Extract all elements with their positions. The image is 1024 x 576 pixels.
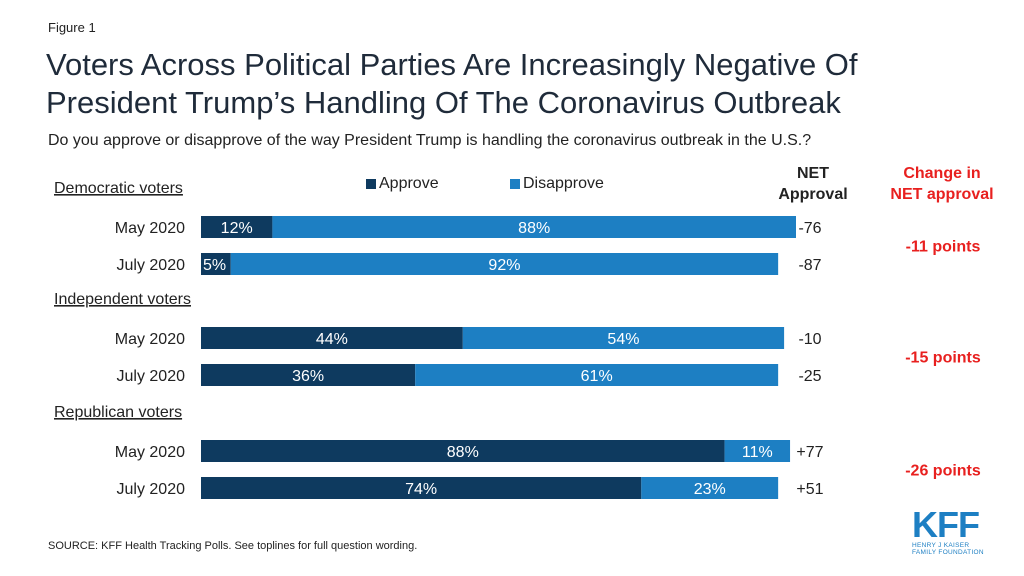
data-label-approve-democratic-voters-july-2020: 5% bbox=[203, 257, 226, 274]
bar-approve-republican-voters-may-2020 bbox=[201, 440, 725, 462]
bar-disapprove-independent-voters-may-2020 bbox=[462, 327, 785, 349]
net-value-republican-voters-july-2020: +51 bbox=[796, 481, 823, 498]
bar-disapprove-republican-voters-may-2020 bbox=[724, 440, 791, 462]
net-value-republican-voters-may-2020: +77 bbox=[796, 444, 823, 461]
net-value-democratic-voters-may-2020: -76 bbox=[798, 220, 821, 237]
data-label-approve-independent-voters-may-2020: 44% bbox=[316, 331, 348, 348]
bar-disapprove-democratic-voters-july-2020 bbox=[230, 253, 779, 275]
row-label-democratic-voters-july-2020: July 2020 bbox=[117, 257, 186, 274]
net-approval-header: NET Approval bbox=[768, 163, 858, 205]
legend-approve-swatch bbox=[366, 179, 376, 189]
source-note: SOURCE: KFF Health Tracking Polls. See t… bbox=[48, 540, 418, 552]
bar-disapprove-republican-voters-july-2020 bbox=[641, 477, 779, 499]
change-header-line2: NET approval bbox=[890, 186, 994, 203]
legend-disapprove: Disapprove bbox=[510, 175, 604, 193]
data-label-disapprove-democratic-voters-may-2020: 88% bbox=[518, 220, 550, 237]
net-value-independent-voters-july-2020: -25 bbox=[798, 368, 821, 385]
row-label-republican-voters-may-2020: May 2020 bbox=[115, 444, 185, 461]
row-label-democratic-voters-may-2020: May 2020 bbox=[115, 220, 185, 237]
net-value-independent-voters-may-2020: -10 bbox=[798, 331, 821, 348]
data-label-disapprove-republican-voters-may-2020: 11% bbox=[742, 444, 773, 461]
row-label-independent-voters-july-2020: July 2020 bbox=[117, 368, 186, 385]
bar-approve-independent-voters-july-2020 bbox=[201, 364, 416, 386]
page-title: Voters Across Political Parties Are Incr… bbox=[46, 47, 858, 120]
bar-approve-republican-voters-july-2020 bbox=[201, 477, 642, 499]
figure-label: Figure 1 bbox=[48, 20, 96, 35]
group-heading-independent-voters: Independent voters bbox=[54, 291, 191, 308]
net-header-line2: Approval bbox=[778, 186, 848, 203]
group-heading-democratic-voters: Democratic voters bbox=[54, 180, 183, 197]
data-label-disapprove-independent-voters-may-2020: 54% bbox=[607, 331, 639, 348]
change-value-independent-voters: -15 points bbox=[905, 350, 981, 367]
row-label-republican-voters-july-2020: July 2020 bbox=[117, 481, 186, 498]
bar-approve-democratic-voters-july-2020 bbox=[201, 253, 231, 275]
change-header-line1: Change in bbox=[903, 165, 981, 182]
subtitle: Do you approve or disapprove of the way … bbox=[48, 132, 812, 149]
kff-logo: KFF HENRY J KAISER FAMILY FOUNDATION bbox=[912, 504, 992, 557]
data-label-disapprove-democratic-voters-july-2020: 92% bbox=[488, 257, 520, 274]
legend-approve: Approve bbox=[366, 175, 439, 193]
row-label-independent-voters-may-2020: May 2020 bbox=[115, 331, 185, 348]
bar-disapprove-democratic-voters-may-2020 bbox=[272, 216, 796, 238]
net-value-democratic-voters-july-2020: -87 bbox=[798, 257, 821, 274]
data-label-disapprove-republican-voters-july-2020: 23% bbox=[694, 481, 726, 498]
data-label-approve-democratic-voters-may-2020: 12% bbox=[221, 220, 253, 237]
data-label-disapprove-independent-voters-july-2020: 61% bbox=[581, 368, 613, 385]
legend-approve-label: Approve bbox=[379, 175, 439, 192]
change-value-democratic-voters: -11 points bbox=[906, 239, 981, 256]
change-value-republican-voters: -26 points bbox=[905, 463, 981, 480]
data-label-approve-republican-voters-july-2020: 74% bbox=[405, 481, 437, 498]
logo-sub-1: HENRY J KAISER bbox=[912, 542, 970, 549]
net-header-line1: NET bbox=[797, 165, 829, 182]
change-header: Change in NET approval bbox=[872, 163, 1012, 205]
logo-mark: KFF bbox=[912, 504, 980, 545]
legend-disapprove-label: Disapprove bbox=[523, 175, 604, 192]
data-label-approve-independent-voters-july-2020: 36% bbox=[292, 368, 324, 385]
logo-sub-2: FAMILY FOUNDATION bbox=[912, 549, 984, 556]
bar-approve-independent-voters-may-2020 bbox=[201, 327, 463, 349]
bar-disapprove-independent-voters-july-2020 bbox=[415, 364, 779, 386]
data-label-approve-republican-voters-may-2020: 88% bbox=[447, 444, 479, 461]
group-heading-republican-voters: Republican voters bbox=[54, 404, 182, 421]
bar-approve-democratic-voters-may-2020 bbox=[201, 216, 273, 238]
legend-disapprove-swatch bbox=[510, 179, 520, 189]
